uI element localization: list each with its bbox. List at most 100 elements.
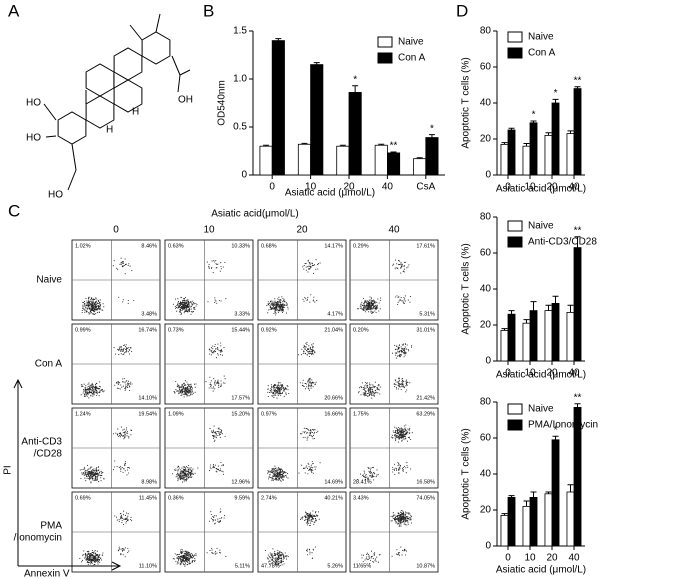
cell-dot	[126, 350, 128, 352]
cell-dot	[177, 298, 179, 300]
cell-dot	[364, 559, 366, 561]
cell-dot	[225, 555, 227, 557]
cell-dot	[271, 556, 273, 559]
cell-dot	[306, 348, 309, 350]
cell-dot	[279, 562, 281, 564]
cell-dot	[308, 352, 310, 354]
cell-dot	[275, 314, 277, 316]
cell-dot	[116, 466, 118, 468]
cell-dot	[397, 388, 399, 390]
cell-dot	[121, 521, 123, 524]
significance: *	[532, 110, 536, 121]
cell-dot	[210, 385, 212, 387]
cell-dot	[281, 296, 283, 298]
cell-dot	[309, 512, 311, 514]
bar	[425, 137, 439, 176]
cell-dot	[365, 390, 367, 392]
cell-dot	[285, 471, 287, 474]
cell-dot	[190, 385, 192, 387]
cell-dot	[282, 300, 284, 302]
cell-dot	[274, 559, 276, 561]
cell-dot	[272, 393, 274, 395]
cell-dot	[280, 388, 282, 390]
cell-dot	[91, 392, 93, 394]
cell-dot	[315, 259, 317, 261]
cell-dot	[393, 431, 395, 434]
cell-dot	[270, 388, 272, 390]
cell-dot	[95, 391, 97, 393]
cell-dot	[282, 479, 284, 481]
cell-dot	[216, 263, 218, 265]
cell-dot	[304, 348, 307, 350]
cell-dot	[371, 303, 373, 305]
cell-dot	[112, 265, 114, 267]
cell-dot	[392, 517, 394, 520]
panel-label: D	[456, 1, 468, 20]
cell-dot	[82, 554, 84, 556]
cell-dot	[403, 351, 405, 353]
cell-dot	[402, 470, 404, 472]
cell-dot	[185, 392, 187, 394]
cell-dot	[87, 383, 89, 385]
cell-dot	[303, 265, 305, 267]
cell-dot	[99, 306, 101, 308]
cell-dot	[306, 550, 308, 552]
cell-dot	[186, 560, 188, 563]
cell-dot	[303, 467, 305, 469]
cell-dot	[363, 474, 365, 476]
cell-dot	[271, 388, 273, 391]
bar	[500, 515, 509, 547]
cell-dot	[404, 511, 407, 513]
cell-dot	[407, 436, 410, 439]
cell-dot	[378, 388, 380, 390]
cell-dot	[188, 464, 190, 467]
cell-dot	[114, 515, 116, 517]
cell-dot	[180, 474, 182, 476]
cell-dot	[82, 304, 84, 306]
cell-dot	[282, 552, 284, 554]
cell-dot	[274, 472, 276, 474]
cell-dot	[116, 267, 118, 269]
cell-dot	[193, 308, 195, 310]
cell-dot	[398, 433, 400, 436]
cell-dot	[285, 301, 287, 304]
cell-dot	[83, 550, 85, 552]
cell-dot	[270, 384, 272, 386]
cell-dot	[83, 307, 85, 309]
cell-dot	[85, 558, 87, 560]
cell-dot	[308, 379, 310, 381]
cell-dot	[398, 383, 400, 385]
cell-dot	[275, 557, 277, 559]
quadrant-percent: 74.05%	[416, 495, 435, 501]
atom-label: H	[132, 107, 139, 118]
cell-dot	[368, 299, 370, 301]
cell-dot	[95, 476, 97, 478]
cell-dot	[86, 560, 89, 563]
cell-dot	[407, 515, 409, 517]
quadrant-percent: 11.45%	[139, 495, 157, 501]
cell-dot	[177, 469, 179, 471]
cell-dot	[92, 471, 94, 474]
cell-dot	[100, 389, 102, 391]
cell-dot	[91, 466, 93, 468]
cell-dot	[95, 479, 97, 481]
cell-dot	[214, 381, 216, 383]
cell-dot	[400, 517, 402, 519]
legend-swatch	[507, 47, 523, 59]
cell-dot	[307, 462, 309, 464]
x-tick-label: CsA	[416, 182, 435, 193]
cell-dot	[98, 391, 100, 393]
cell-dot	[398, 466, 400, 468]
significance: *	[554, 425, 558, 436]
bond	[129, 24, 143, 41]
cell-dot	[304, 467, 306, 469]
cell-dot	[393, 263, 395, 265]
cell-dot	[220, 351, 222, 353]
cell-dot	[313, 296, 315, 298]
cell-dot	[208, 520, 210, 522]
cell-dot	[211, 352, 213, 354]
cell-dot	[213, 386, 215, 388]
cell-dot	[312, 435, 314, 437]
cell-dot	[310, 431, 312, 433]
